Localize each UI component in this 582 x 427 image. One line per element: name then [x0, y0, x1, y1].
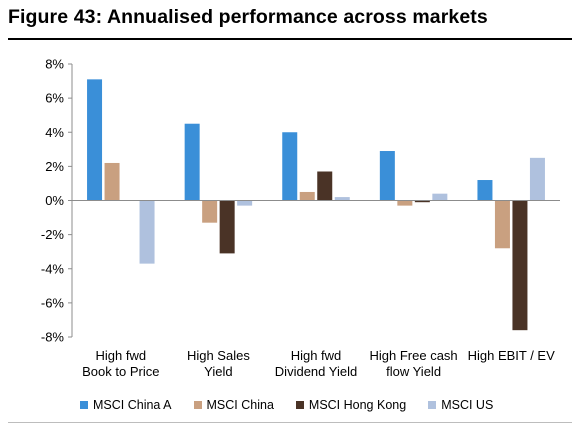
y-tick-label: -8%	[41, 330, 65, 345]
x-category-label-line: Book to Price	[82, 364, 159, 379]
legend-swatch	[295, 401, 304, 409]
x-category-label-line: Yield	[204, 364, 232, 379]
legend-item: MSCI US	[428, 398, 493, 412]
bar	[512, 200, 528, 331]
bar	[219, 200, 235, 254]
bar	[237, 200, 253, 206]
x-category-label-line: High Free cash	[370, 348, 458, 363]
bar	[104, 162, 120, 201]
legend-label: MSCI Hong Kong	[308, 398, 407, 412]
title-rule	[8, 38, 572, 40]
bar	[139, 200, 155, 264]
bar	[414, 200, 430, 203]
bar	[432, 193, 448, 201]
bar	[379, 151, 395, 201]
legend-item: MSCI China A	[80, 398, 172, 412]
bar	[299, 191, 315, 201]
bar-chart: 8%6%4%2%0%-2%-4%-6%-8%High fwd Book to Pr…	[41, 57, 560, 379]
bar	[397, 200, 413, 206]
legend-swatch	[193, 401, 202, 409]
y-tick-label: -4%	[41, 261, 65, 276]
bar	[202, 200, 218, 223]
x-category-label-line: High Sales	[187, 348, 250, 363]
figure-title: Figure 43: Annualised performance across…	[8, 6, 488, 28]
legend-item: MSCI Hong Kong	[295, 398, 407, 412]
legend-item: MSCI China	[193, 398, 274, 412]
x-category-label-line: flow Yield	[386, 364, 441, 379]
bar	[282, 132, 298, 201]
x-category-label: High Sales Yield	[187, 348, 250, 379]
x-category-label-line: High fwd	[291, 348, 342, 363]
x-category-label: High EBIT / EV	[468, 348, 556, 363]
y-tick-label: 6%	[45, 91, 64, 106]
bar	[184, 123, 200, 201]
bar	[334, 197, 350, 201]
bar	[477, 180, 493, 201]
chart-legend: MSCI China A MSCI China MSCI Hong Kong MSCI…	[80, 398, 493, 412]
bar	[317, 171, 333, 201]
y-tick-label: 2%	[45, 159, 64, 174]
legend-label: MSCI China A	[93, 398, 172, 412]
legend-swatch	[80, 401, 88, 409]
legend-swatch	[428, 401, 437, 409]
x-category-label: High fwd Dividend Yield	[275, 348, 357, 379]
y-tick-label: 4%	[45, 125, 64, 140]
y-tick-label: -2%	[41, 227, 65, 242]
x-category-label: High fwd Book to Price	[82, 348, 159, 379]
legend-label: MSCI China	[206, 398, 274, 412]
x-category-label-line: High fwd	[96, 348, 147, 363]
x-category-label-line: High EBIT / EV	[468, 348, 556, 363]
x-category-label: High Free cash flow Yield	[370, 348, 458, 379]
y-tick-label: 8%	[45, 57, 64, 72]
x-category-label-line: Dividend Yield	[275, 364, 357, 379]
y-tick-label: 0%	[45, 193, 64, 208]
bar	[494, 200, 510, 249]
bottom-rule	[8, 422, 572, 423]
y-tick-label: -6%	[41, 295, 65, 310]
bar	[529, 157, 545, 201]
legend-label: MSCI US	[441, 398, 494, 412]
bar	[87, 79, 103, 201]
